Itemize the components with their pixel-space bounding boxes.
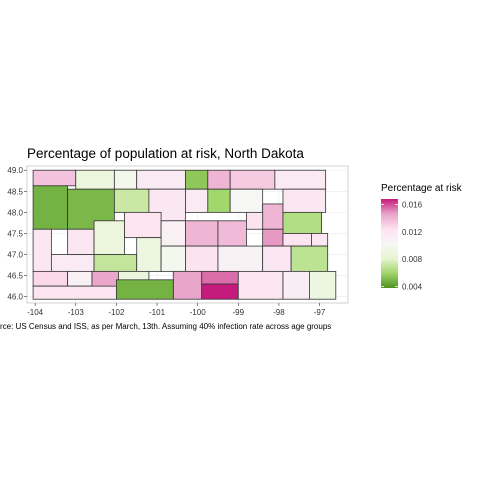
- county-4: [136, 169, 186, 190]
- legend-tick-label: 0.016: [402, 200, 423, 209]
- county-11: [113, 188, 150, 213]
- x-tick-label: -98: [273, 308, 285, 317]
- county-17: [282, 188, 327, 213]
- x-tick-label: -99: [233, 308, 245, 317]
- county-16: [262, 203, 284, 230]
- county-30: [50, 254, 95, 272]
- county-46: [282, 270, 310, 300]
- y-tick-label: 49.0: [7, 166, 23, 175]
- y-tick-label: 46.5: [7, 272, 23, 281]
- x-tick-label: -104: [27, 308, 44, 317]
- legend-title: Percentage at risk: [381, 183, 462, 194]
- county-5: [185, 169, 209, 190]
- county-20: [93, 220, 125, 255]
- county-38: [32, 270, 69, 287]
- county-1: [32, 169, 77, 187]
- county-48: [32, 285, 117, 300]
- axes: -104 -103 -102 -101 -100 -99 -98 -97 46.0 46.5 47.…: [7, 166, 325, 317]
- county-43: [201, 270, 239, 285]
- county-49: [115, 279, 174, 300]
- y-tick-label: 48.5: [7, 187, 23, 196]
- county-21: [124, 211, 162, 239]
- x-tick-label: -103: [68, 308, 85, 317]
- x-tick-label: -102: [108, 308, 125, 317]
- county-25: [246, 211, 264, 230]
- county-32: [136, 237, 162, 272]
- county-19: [67, 228, 95, 255]
- county-6: [207, 169, 231, 190]
- county-37: [290, 245, 329, 272]
- y-tick-label: 48.0: [7, 208, 23, 217]
- county-26: [262, 228, 284, 247]
- legend-colorbar: 0.016 0.012 0.008 0.004: [381, 199, 423, 292]
- county-29: [32, 228, 52, 272]
- chart-caption: rce: US Census and ISS, as per March, 13…: [0, 322, 332, 331]
- county-27: [282, 233, 312, 247]
- y-tick-label: 47.0: [7, 251, 23, 260]
- county-42: [172, 270, 203, 300]
- x-tick-label: -100: [190, 308, 207, 317]
- county-22: [160, 220, 186, 247]
- y-tick-label: 47.5: [7, 229, 23, 238]
- county-24: [217, 220, 247, 247]
- legend-tick-label: 0.004: [402, 283, 423, 292]
- county-14: [207, 188, 231, 213]
- county-7: [229, 169, 276, 190]
- county-9: [32, 185, 69, 230]
- county-45: [237, 270, 284, 300]
- county-35: [217, 245, 264, 272]
- county-polygons: [32, 169, 337, 300]
- county-18: [282, 211, 322, 234]
- county-8: [274, 169, 327, 190]
- county-15: [229, 188, 264, 213]
- county-2: [75, 169, 115, 190]
- legend-tick-label: 0.008: [402, 255, 423, 264]
- county-44: [201, 283, 239, 300]
- county-31: [93, 254, 138, 272]
- county-3: [113, 169, 138, 190]
- county-28: [311, 233, 329, 247]
- county-34: [185, 245, 219, 272]
- chart-title: Percentage of population at risk, North …: [27, 146, 304, 161]
- y-tick-label: 46.0: [7, 293, 23, 302]
- county-39: [67, 270, 93, 287]
- county-47: [308, 270, 337, 300]
- county-23: [185, 220, 219, 247]
- county-36: [262, 245, 292, 272]
- legend-color-bar: [381, 199, 398, 288]
- legend-tick-label: 0.012: [402, 228, 423, 237]
- county-33: [160, 245, 186, 272]
- x-tick-label: -101: [149, 308, 166, 317]
- county-13: [185, 188, 209, 213]
- x-tick-label: -97: [314, 308, 326, 317]
